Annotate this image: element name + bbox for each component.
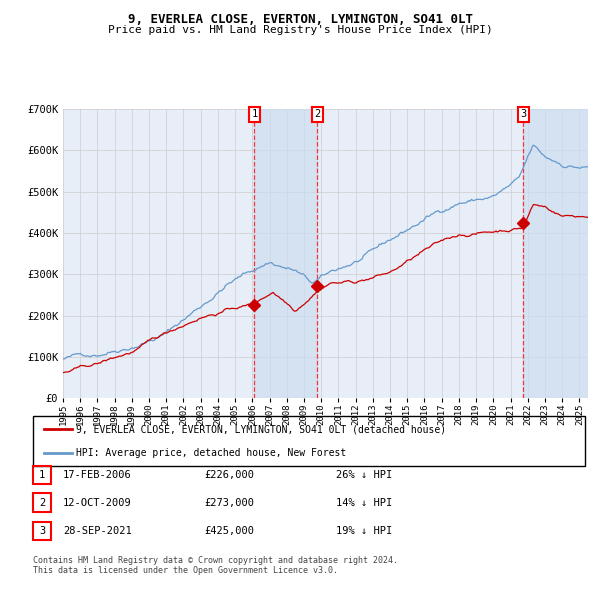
Text: 28-SEP-2021: 28-SEP-2021: [63, 526, 132, 536]
Text: £273,000: £273,000: [204, 498, 254, 507]
Text: 12-OCT-2009: 12-OCT-2009: [63, 498, 132, 507]
Text: 26% ↓ HPI: 26% ↓ HPI: [336, 470, 392, 480]
Text: 2: 2: [39, 498, 45, 507]
Bar: [254, 109, 317, 398]
Text: Contains HM Land Registry data © Crown copyright and database right 2024.
This d: Contains HM Land Registry data © Crown c…: [33, 556, 398, 575]
Text: 9, EVERLEA CLOSE, EVERTON, LYMINGTON, SO41 0LT: 9, EVERLEA CLOSE, EVERTON, LYMINGTON, SO…: [128, 13, 473, 26]
Text: Price paid vs. HM Land Registry's House Price Index (HPI): Price paid vs. HM Land Registry's House …: [107, 25, 493, 35]
Text: 2: 2: [314, 109, 320, 119]
Text: 3: 3: [39, 526, 45, 536]
Text: HPI: Average price, detached house, New Forest: HPI: Average price, detached house, New …: [76, 448, 346, 458]
Text: 14% ↓ HPI: 14% ↓ HPI: [336, 498, 392, 507]
Text: 9, EVERLEA CLOSE, EVERTON, LYMINGTON, SO41 0LT (detached house): 9, EVERLEA CLOSE, EVERTON, LYMINGTON, SO…: [76, 424, 446, 434]
Text: £226,000: £226,000: [204, 470, 254, 480]
Text: 1: 1: [251, 109, 257, 119]
Text: 19% ↓ HPI: 19% ↓ HPI: [336, 526, 392, 536]
Text: £425,000: £425,000: [204, 526, 254, 536]
Text: 3: 3: [520, 109, 526, 119]
Text: 17-FEB-2006: 17-FEB-2006: [63, 470, 132, 480]
Bar: [523, 109, 588, 398]
Text: 1: 1: [39, 470, 45, 480]
